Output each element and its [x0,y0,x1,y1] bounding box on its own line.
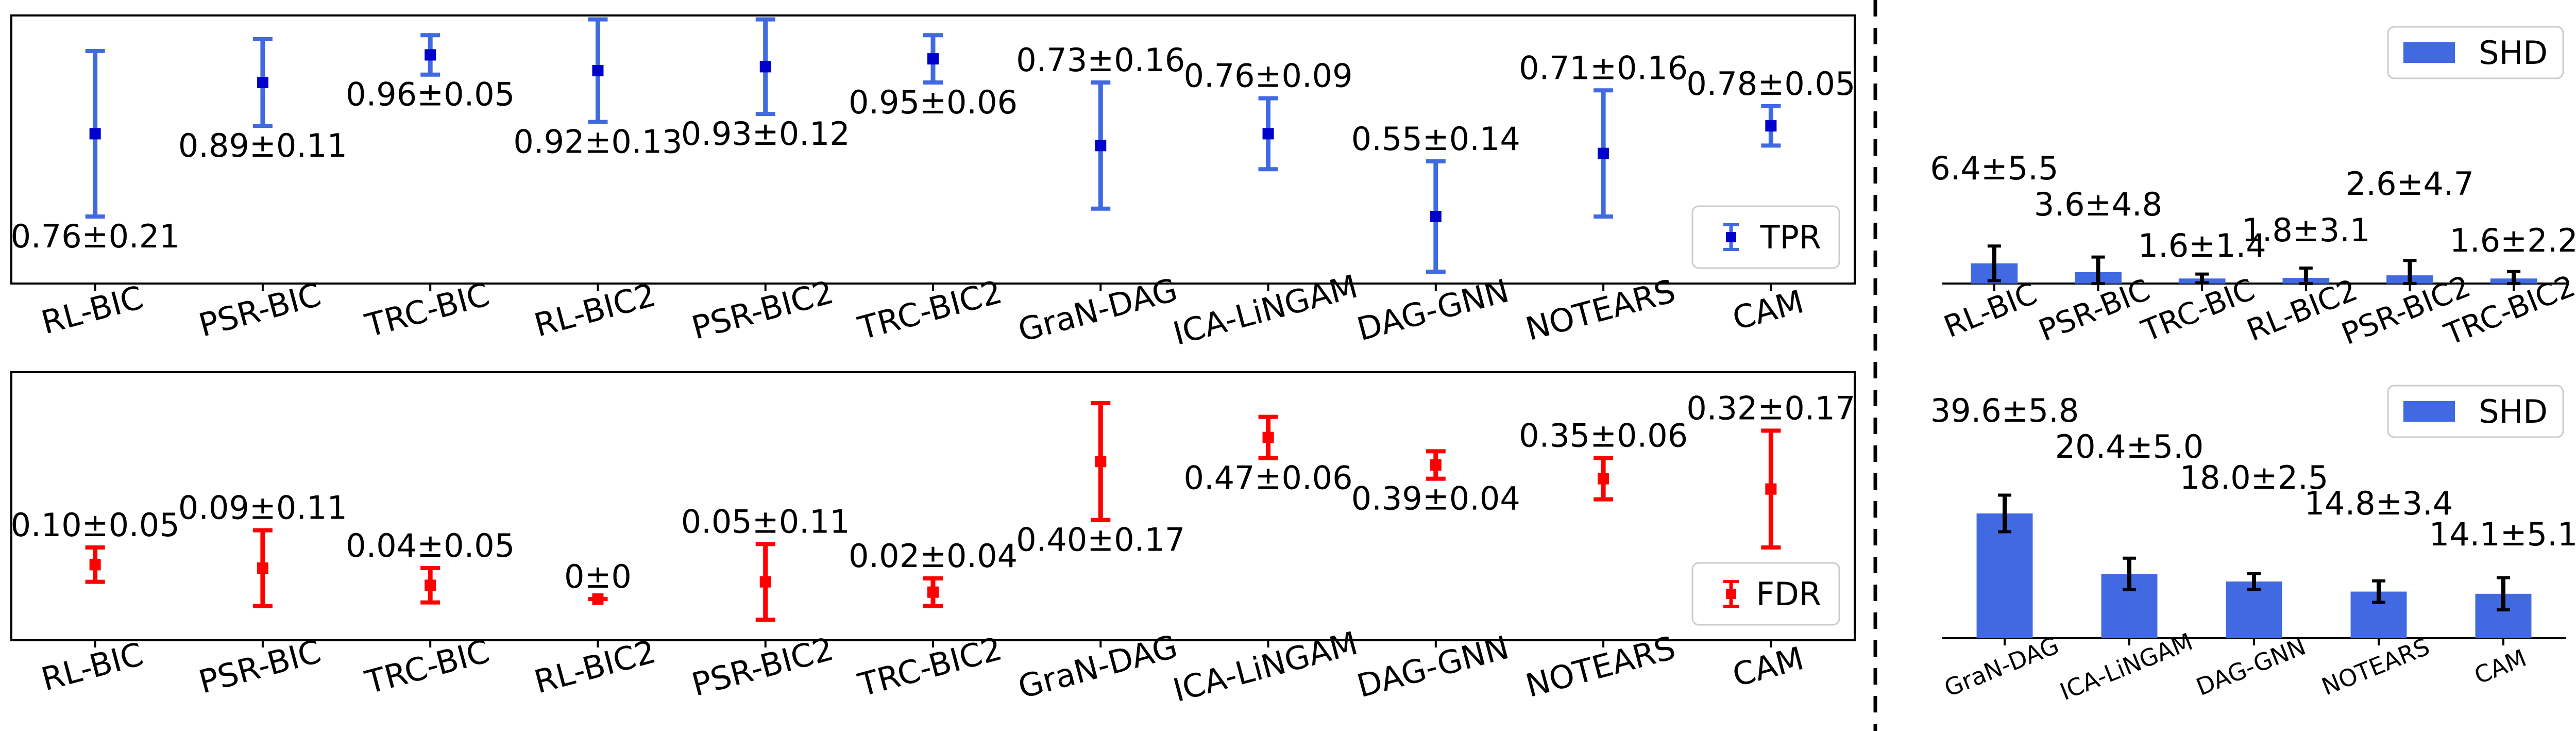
mean-point [1262,128,1274,140]
mean-point [1095,456,1107,468]
mean-point [592,65,604,77]
mean-point [257,77,268,88]
data-label: 0.10±0.05 [11,506,180,544]
data-label: 0.02±0.04 [849,537,1018,575]
data-label: 0.96±0.05 [346,76,515,113]
legend-label: SHD [2479,34,2548,72]
data-label: 0±0 [564,558,632,595]
data-label: 0.71±0.16 [1519,49,1688,87]
legend-marker-icon [1726,232,1736,242]
mean-point [759,576,771,588]
data-label: 18.0±2.5 [2180,459,2329,496]
mean-point [1765,483,1777,495]
data-label: 0.93±0.12 [681,115,850,153]
mean-point [592,593,604,605]
data-label: 0.09±0.11 [178,489,347,527]
legend-box [1691,562,1840,626]
data-label: 0.76±0.09 [1184,57,1353,95]
data-label: 20.4±5.0 [2055,428,2204,466]
legend-label: FDR [1756,575,1821,613]
legend-box [2387,26,2564,79]
mean-point [759,61,771,73]
mean-point [1598,473,1609,485]
data-label: 0.89±0.11 [178,127,347,164]
mean-point [1430,211,1442,222]
data-label: 0.35±0.06 [1519,417,1688,455]
data-label: 0.78±0.05 [1686,65,1855,103]
data-label: 0.95±0.06 [849,84,1018,121]
data-label: 0.92±0.13 [513,123,682,160]
mean-point [1262,431,1274,443]
data-label: 0.73±0.16 [1016,41,1185,79]
mean-point [1598,147,1609,159]
data-label: 0.32±0.17 [1686,389,1855,427]
legend-marker-icon [1726,589,1736,599]
mean-point [425,579,436,591]
data-label: 0.47±0.06 [1184,459,1353,497]
mean-point [1430,459,1442,471]
data-label: 39.6±5.8 [1930,392,2079,429]
data-label: 0.39±0.04 [1351,480,1520,518]
fdr-legend: FDR [1691,562,1840,626]
bar [1976,513,2033,638]
data-label: 14.1±5.1 [2429,516,2576,553]
data-label: 1.8±3.1 [2242,211,2370,249]
data-label: 0.05±0.11 [681,503,850,540]
mean-point [927,53,939,65]
shd_bottom-legend: SHD [2387,385,2564,438]
data-label: 0.76±0.21 [11,218,180,255]
mean-point [257,562,268,574]
data-label: 1.6±2.2 [2450,222,2576,259]
legend-swatch-icon [2403,401,2455,422]
data-label: 0.55±0.14 [1351,120,1520,158]
mean-point [927,586,939,598]
data-label: 0.04±0.05 [346,527,515,564]
data-label: 3.6±4.8 [2034,186,2162,223]
tpr-legend: TPR [1691,205,1840,269]
data-label: 0.40±0.17 [1016,521,1185,559]
legend-swatch-icon [2403,42,2455,63]
legend-label: SHD [2479,393,2548,430]
legend-box [2387,385,2564,438]
mean-point [1765,120,1777,132]
bar [2226,582,2282,638]
data-label: 1.6±1.4 [2138,227,2266,264]
tpr-errorbar-panel: RL-BIC0.76±0.21PSR-BIC0.89±0.11TRC-BIC0.… [10,14,1856,353]
data-label: 6.4±5.5 [1930,149,2058,187]
mean-point [425,49,436,61]
mean-point [1095,140,1107,152]
shd_top-legend: SHD [2387,26,2564,79]
mean-point [89,128,101,140]
data-label: 14.8±3.4 [2304,485,2453,522]
legend-box [1691,205,1840,269]
mean-point [89,559,101,571]
legend-label: TPR [1760,219,1821,256]
data-label: 2.6±4.7 [2346,165,2474,203]
